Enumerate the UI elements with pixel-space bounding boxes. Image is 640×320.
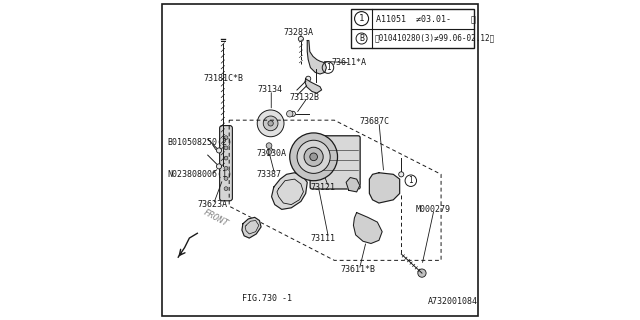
Text: FIG.730 -1: FIG.730 -1 (242, 294, 292, 303)
Circle shape (266, 143, 272, 148)
Circle shape (268, 121, 273, 126)
Text: 73611*A: 73611*A (331, 58, 366, 67)
Text: 73611*B: 73611*B (340, 265, 376, 275)
Circle shape (216, 164, 221, 169)
Circle shape (263, 116, 278, 131)
Polygon shape (305, 79, 321, 93)
Circle shape (266, 149, 271, 155)
FancyBboxPatch shape (310, 136, 360, 189)
Text: A732001084: A732001084 (428, 297, 478, 306)
Text: N023808006(1): N023808006(1) (167, 170, 232, 179)
Circle shape (224, 166, 228, 170)
Polygon shape (307, 41, 326, 74)
Text: FRONT: FRONT (202, 208, 230, 228)
Polygon shape (369, 173, 399, 203)
Circle shape (216, 148, 221, 153)
Text: 1: 1 (359, 14, 364, 23)
Text: A11051  ≠03.01-    〉: A11051 ≠03.01- 〉 (376, 14, 476, 23)
Text: M000279: M000279 (415, 205, 451, 214)
Text: B010508250(2): B010508250(2) (167, 138, 232, 147)
Text: 73387: 73387 (256, 170, 281, 179)
Text: 73181C*B: 73181C*B (204, 74, 244, 83)
Text: 73134: 73134 (258, 85, 283, 94)
Circle shape (399, 172, 404, 177)
Text: 73130A: 73130A (256, 149, 286, 158)
Text: B: B (359, 34, 364, 43)
Text: 1: 1 (408, 176, 413, 185)
Circle shape (224, 146, 228, 150)
Circle shape (314, 63, 319, 68)
Circle shape (287, 111, 293, 117)
Circle shape (297, 140, 330, 173)
Text: 73111: 73111 (310, 234, 335, 243)
Text: 1: 1 (326, 63, 330, 72)
Text: 73121: 73121 (310, 183, 335, 192)
Circle shape (224, 156, 228, 160)
Circle shape (304, 147, 323, 166)
Circle shape (224, 177, 228, 180)
Circle shape (224, 136, 228, 140)
Polygon shape (353, 212, 382, 244)
Circle shape (291, 111, 296, 116)
Circle shape (224, 187, 228, 191)
Circle shape (298, 36, 303, 42)
Text: 73132B: 73132B (290, 93, 320, 102)
Text: 73687C: 73687C (360, 117, 390, 126)
Circle shape (290, 133, 337, 181)
Polygon shape (271, 173, 307, 209)
Text: Ⓑ010410280(3)≠99.06-02.12〉: Ⓑ010410280(3)≠99.06-02.12〉 (374, 34, 495, 43)
Polygon shape (242, 217, 261, 238)
Circle shape (307, 81, 312, 86)
Text: 73623A: 73623A (197, 200, 227, 209)
Circle shape (306, 76, 311, 81)
Circle shape (418, 269, 426, 277)
Text: 73283A: 73283A (284, 28, 314, 37)
Polygon shape (346, 178, 360, 192)
FancyBboxPatch shape (220, 125, 232, 201)
Circle shape (257, 110, 284, 137)
Circle shape (310, 153, 317, 161)
